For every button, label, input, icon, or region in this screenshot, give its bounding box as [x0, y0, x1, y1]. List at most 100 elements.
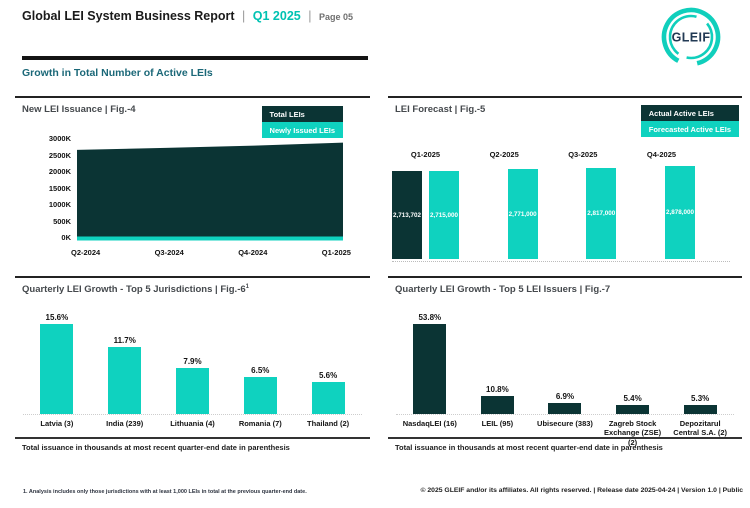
fig5-group-label: Q1-2025: [410, 150, 441, 159]
bar-value-label: 2,817,000: [587, 209, 616, 217]
section-title: Growth in Total Number of Active LEIs: [22, 67, 213, 79]
bar-column: 6.5%: [226, 366, 294, 414]
bar-column: 6.9%: [531, 392, 599, 414]
gleif-logo: GLEIF: [661, 7, 721, 67]
fig7-note-block: Total issuance in thousands at most rece…: [388, 437, 742, 452]
fig6-bars: 15.6% 11.7% 7.9% 6.5% 5.6%: [23, 312, 362, 414]
bar-value-label: 2,715,000: [429, 211, 458, 219]
bar-value-label: 10.8%: [486, 384, 509, 394]
newly-issued-leis-strip: [77, 236, 343, 241]
fig7-title: Quarterly LEI Growth - Top 5 LEI Issuers…: [395, 284, 611, 295]
fig5-bar-actual: 2,713,702: [392, 171, 422, 259]
bar-column: 5.6%: [294, 371, 362, 414]
y-tick-label: 500K: [53, 216, 71, 226]
bar-value-label: 2,878,000: [665, 208, 694, 216]
bar-column: 53.8%: [396, 313, 464, 414]
bar: [243, 376, 277, 414]
panel-top5-jurisdictions: Quarterly LEI Growth - Top 5 Jurisdictio…: [15, 276, 370, 458]
legend-actual-active-leis: Actual Active LEIs: [640, 105, 739, 121]
bar-column: 5.3%: [666, 394, 734, 414]
fig7-bars: 53.8% 10.8% 6.9% 5.4% 5.3%: [396, 312, 734, 414]
fig5-bar-forecast: 2,817,000: [586, 167, 617, 259]
category-label: Romania (7): [238, 419, 282, 428]
bar-column: 11.7%: [91, 336, 159, 414]
panel-new-lei-issuance: New LEI Issuance | Fig.-4 Total LEIs New…: [15, 96, 370, 266]
total-leis-area: [77, 142, 343, 237]
panel-top5-lei-issuers: Quarterly LEI Growth - Top 5 LEI Issuers…: [388, 276, 742, 458]
fig5-group: Q4-2025 2,878,000: [628, 150, 695, 259]
bar-value-label: 5.3%: [691, 394, 710, 404]
category-label: Lithuania (4): [170, 419, 215, 428]
legend-forecasted-active-leis: Forecasted Active LEIs: [640, 121, 739, 137]
bar-value-label: 2,771,000: [508, 210, 537, 218]
page-number: Page 05: [318, 12, 353, 22]
report-quarter: Q1 2025: [252, 9, 301, 23]
bar-value-label: 2,713,702: [392, 211, 421, 219]
fig4-yticks: 3000K 2500K 2000K 1500K 1000K 500K 0K: [27, 134, 73, 242]
bar-value-label: 7.9%: [183, 357, 202, 367]
bar: [480, 395, 514, 414]
bar: [40, 324, 74, 414]
bar-value-label: 5.4%: [623, 394, 642, 403]
bar-column: 7.9%: [159, 357, 227, 414]
note-divider: [388, 437, 742, 439]
fig6-title: Quarterly LEI Growth - Top 5 Jurisdictio…: [22, 284, 370, 295]
x-axis-label: Q3-2024: [154, 248, 184, 257]
y-tick-label: 0K: [61, 233, 71, 242]
fig5-group-label: Q4-2025: [646, 150, 677, 159]
category-label: Latvia (3): [40, 419, 74, 428]
bar-column: 15.6%: [23, 313, 91, 414]
fig4-xlabels: Q2-2024 Q3-2024 Q4-2024 Q1-2025: [71, 248, 351, 257]
fig6-note-block: Total issuance in thousands at most rece…: [15, 437, 370, 452]
fig6-title-text: Quarterly LEI Growth - Top 5 Jurisdictio…: [22, 284, 246, 296]
fig4-title: New LEI Issuance | Fig.-4: [22, 104, 136, 115]
separator: |: [242, 9, 246, 23]
fig5-legend: Actual Active LEIs Forecasted Active LEI…: [640, 105, 739, 137]
fig4-legend: Total LEIs Newly Issued LEIs: [261, 106, 343, 138]
fig6-baseline: [23, 414, 362, 415]
category-label: LEIL (95): [481, 419, 514, 428]
fig5-group: Q2-2025 2,771,000: [471, 150, 538, 259]
fig5-baseline: [392, 261, 730, 262]
fig5-group-label: Q2-2025: [489, 150, 519, 159]
y-tick-label: 2000K: [48, 167, 71, 176]
category-label: Zagreb Stock Exchange (ZSE) (2): [604, 419, 662, 447]
footnote: 1. Analysis includes only those jurisdic…: [23, 489, 307, 495]
bar-column: 5.4%: [599, 394, 667, 414]
fig5-group: Q3-2025 2,817,000: [549, 150, 617, 259]
bar-value-label: 5.6%: [318, 370, 338, 380]
fig6-title-footnote-marker: 1: [245, 284, 249, 290]
bar-value-label: 53.8%: [418, 313, 442, 322]
fig6-note: Total issuance in thousands at most rece…: [22, 443, 290, 452]
bar: [616, 405, 650, 414]
fig5-group-bars: 2,817,000: [549, 165, 617, 259]
report-header: Global LEI System Business Report | Q1 2…: [22, 9, 353, 23]
x-axis-label: Q4-2024: [238, 248, 268, 257]
bar-column: 10.8%: [464, 385, 532, 414]
fig7-cats: NasdaqLEI (16) LEIL (95) Ubisecure (383) Za…: [396, 415, 734, 447]
category-label: NasdaqLEI (16): [402, 419, 457, 428]
bar: [175, 368, 209, 414]
copyright: © 2025 GLEIF and/or its affiliates. All …: [420, 487, 744, 494]
fig5-bar-forecast: 2,715,000: [429, 171, 459, 259]
panel-lei-forecast: LEI Forecast | Fig.-5 Actual Active LEIs…: [388, 96, 742, 266]
section-divider: [22, 56, 368, 60]
bar: [683, 405, 717, 414]
fig5-title: LEI Forecast | Fig.-5: [395, 104, 486, 115]
bar: [108, 346, 142, 414]
category-label: Depozitarul Central S.A. (2): [673, 419, 728, 438]
category-label: India (239): [106, 419, 144, 428]
logo-text: GLEIF: [672, 31, 711, 45]
separator: |: [308, 9, 312, 23]
category-label: Ubisecure (383): [537, 419, 593, 428]
x-axis-label: Q1-2025: [321, 248, 351, 257]
bar: [311, 381, 345, 414]
fig5-group-bars: 2,771,000: [471, 165, 538, 259]
fig5-groups: Q1-2025 2,713,702 2,715,000 Q2-2025 2,771,00…: [392, 150, 695, 259]
fig5-bar-forecast: 2,771,000: [507, 169, 538, 259]
y-tick-label: 2500K: [48, 150, 71, 160]
fig6-cats: Latvia (3) India (239) Lithuania (4) Romani…: [23, 415, 362, 428]
x-axis-label: Q2-2024: [71, 248, 101, 257]
bar: [413, 324, 447, 414]
fig5-bar-forecast: 2,878,000: [664, 165, 695, 259]
